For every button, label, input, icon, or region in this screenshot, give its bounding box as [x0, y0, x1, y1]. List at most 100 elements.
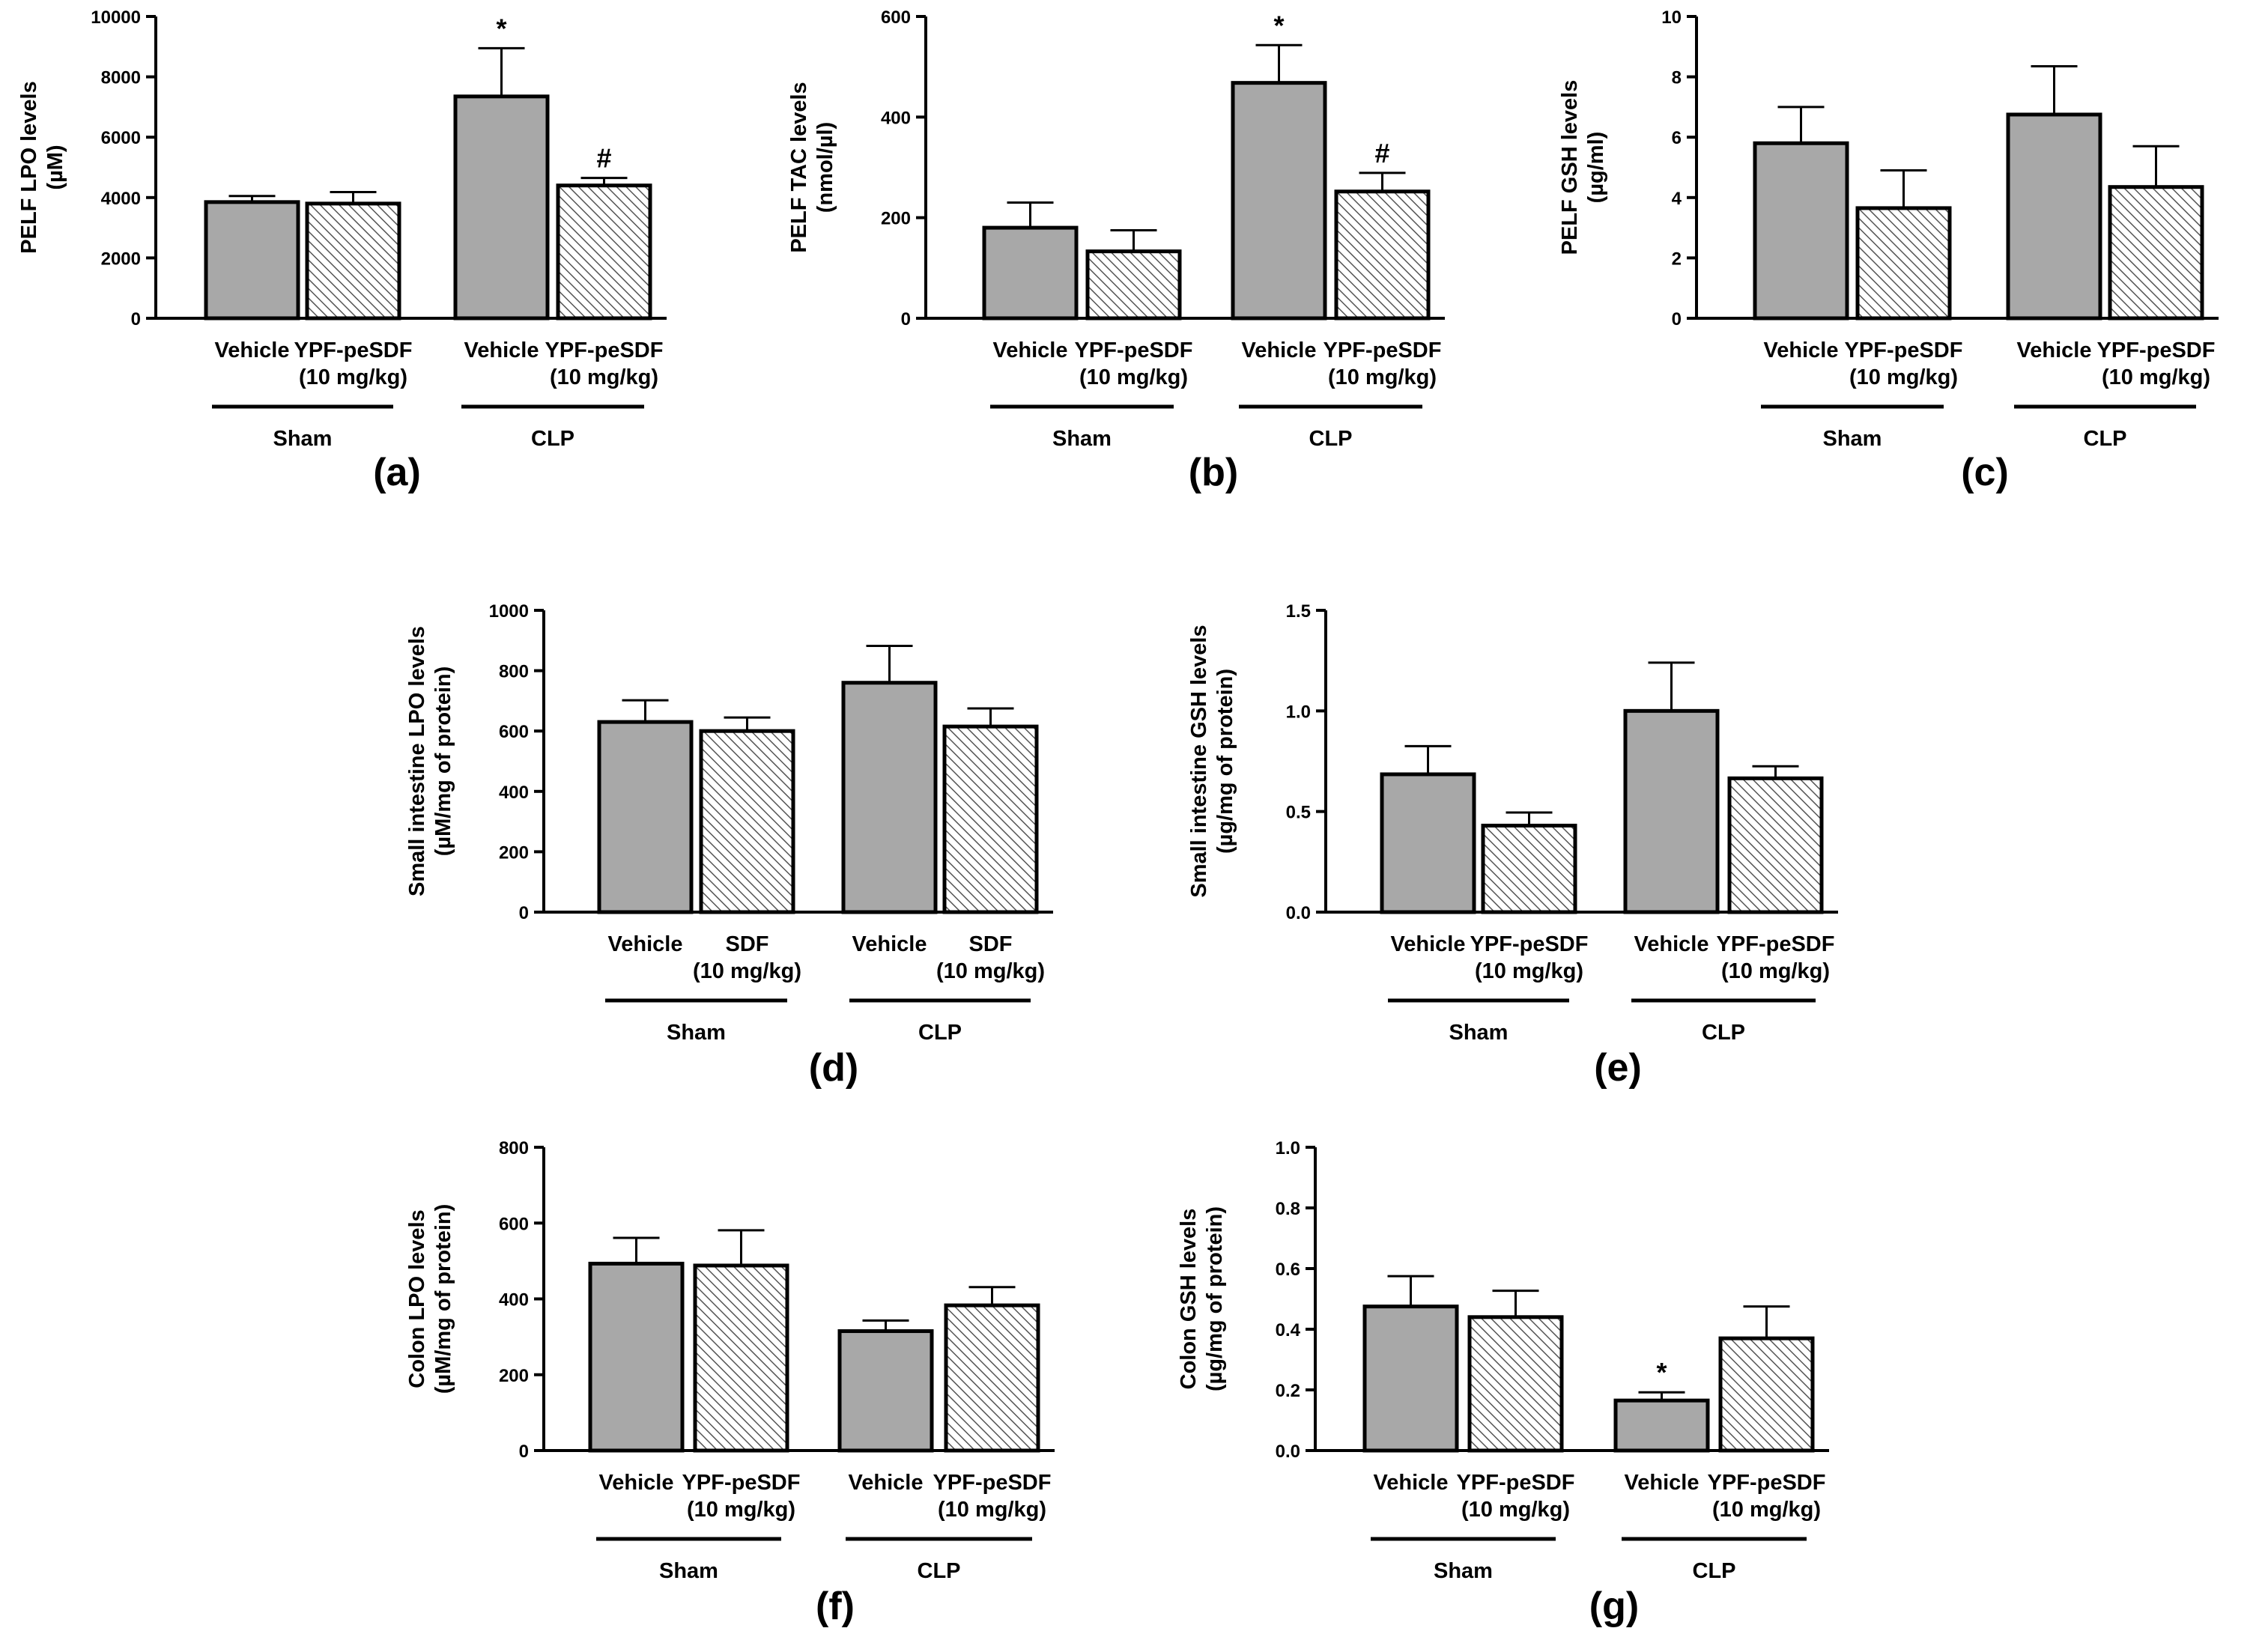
group-label: CLP [918, 1559, 961, 1583]
bar [1334, 189, 1431, 321]
category-label: (10 mg/kg) [299, 365, 407, 389]
significance-mark: * [496, 13, 506, 43]
group-label: CLP [918, 1021, 962, 1045]
y-tick-label: 10 [1661, 7, 1682, 28]
bar [982, 225, 1079, 321]
y-axis-label-units: (nmol/µl) [813, 122, 837, 213]
category-label: YPF-peSDF [2097, 338, 2216, 362]
category-label: SDF [726, 932, 769, 956]
y-tick-label: 800 [499, 662, 529, 682]
bar [556, 183, 652, 321]
y-axis-label: Colon LPO levels [405, 1209, 429, 1388]
category-label: YPF-peSDF [1845, 338, 1963, 362]
bar [1718, 1336, 1815, 1453]
bar [453, 94, 550, 321]
category-label: (10 mg/kg) [687, 1498, 795, 1522]
category-label: Vehicle [1242, 338, 1317, 362]
category-label: (10 mg/kg) [1461, 1498, 1570, 1522]
bar [841, 681, 938, 914]
group-label: Sham [1449, 1021, 1509, 1045]
group-label: CLP [1702, 1021, 1745, 1045]
category-label: (10 mg/kg) [938, 1498, 1046, 1522]
category-label: YPF-peSDF [1075, 338, 1193, 362]
y-tick-label: 8000 [101, 68, 141, 88]
y-tick-label: 0.0 [1286, 903, 1311, 923]
category-label: Vehicle [1625, 1471, 1700, 1495]
significance-mark: # [596, 143, 611, 174]
chart-panel-e: 0.0 0.5 1.0 1.5 Small intestine GSH levels (µ… [1187, 601, 1838, 1090]
category-label: (10 mg/kg) [1849, 365, 1958, 389]
y-axis-label: PELF TAC levels [787, 82, 811, 252]
bar [2108, 185, 2204, 321]
panel-label: (d) [809, 1046, 858, 1090]
y-axis-label: Small intestine LPO levels [405, 626, 429, 896]
bar [944, 1303, 1040, 1453]
group-label: Sham [1434, 1559, 1493, 1583]
bar [1085, 249, 1182, 321]
group-label: CLP [2084, 427, 2127, 451]
category-label: Vehicle [852, 932, 927, 956]
category-label: (10 mg/kg) [1328, 365, 1437, 389]
bar [305, 201, 401, 321]
y-tick-label: 1.0 [1286, 702, 1311, 722]
bar [837, 1329, 934, 1453]
group-label: Sham [667, 1021, 726, 1045]
bar [1362, 1305, 1459, 1453]
category-label: Vehicle [849, 1471, 924, 1495]
category-label: (10 mg/kg) [2102, 365, 2210, 389]
group-label: Sham [659, 1559, 718, 1583]
bar [1753, 141, 1849, 321]
panel-label: (f) [816, 1585, 855, 1628]
category-label: Vehicle [215, 338, 290, 362]
y-tick-label: 0 [901, 309, 911, 329]
chart-panel-g: 0.0 0.2 0.4 0.6 0.8 1.0 Colon GSH levels (µg/mg… [1177, 1138, 1829, 1628]
category-label: Vehicle [993, 338, 1068, 362]
group-label: CLP [1309, 427, 1353, 451]
category-label: (10 mg/kg) [1475, 959, 1583, 983]
y-tick-label: 200 [881, 209, 911, 229]
y-tick-label: 6 [1672, 128, 1682, 148]
bar [1623, 708, 1720, 914]
y-tick-label: 0.5 [1286, 803, 1311, 823]
category-label: Vehicle [1764, 338, 1839, 362]
category-label: (10 mg/kg) [936, 959, 1045, 983]
category-label: Vehicle [2017, 338, 2092, 362]
y-tick-label: 600 [499, 1214, 529, 1234]
category-label: YPF-peSDF [545, 338, 664, 362]
category-label: SDF [969, 932, 1013, 956]
group-label: Sham [1823, 427, 1882, 451]
category-label: (10 mg/kg) [550, 365, 658, 389]
y-tick-label: 1.0 [1276, 1138, 1300, 1158]
y-tick-label: 1000 [489, 601, 529, 622]
category-label: YPF-peSDF [1457, 1471, 1575, 1495]
category-label: Vehicle [1374, 1471, 1449, 1495]
bar [597, 720, 694, 914]
category-label: (10 mg/kg) [1712, 1498, 1821, 1522]
bar [204, 200, 300, 321]
y-tick-label: 0 [131, 309, 141, 329]
category-label: Vehicle [1391, 932, 1466, 956]
y-tick-label: 1.5 [1286, 601, 1311, 622]
y-tick-label: 400 [499, 783, 529, 803]
group-label: CLP [531, 427, 574, 451]
group-label: Sham [1052, 427, 1112, 451]
panel-label: (c) [1961, 451, 2009, 494]
category-label: YPF-peSDF [933, 1471, 1052, 1495]
y-tick-label: 200 [499, 842, 529, 863]
significance-mark: * [1273, 10, 1284, 40]
bar [1481, 823, 1577, 914]
group-label: CLP [1693, 1559, 1736, 1583]
y-axis-label-units: (µM/mg of protein) [431, 1204, 455, 1394]
y-tick-label: 200 [499, 1366, 529, 1386]
y-tick-label: 600 [881, 7, 911, 28]
y-tick-label: 0.0 [1276, 1442, 1300, 1462]
y-tick-label: 400 [499, 1290, 529, 1311]
y-tick-label: 0.6 [1276, 1260, 1300, 1280]
y-tick-label: 0 [519, 903, 529, 923]
y-axis-label: Small intestine GSH levels [1187, 625, 1211, 897]
panel-label: (g) [1589, 1585, 1639, 1628]
y-axis-label-units: (µM) [43, 145, 67, 189]
category-label: YPF-peSDF [1717, 932, 1835, 956]
